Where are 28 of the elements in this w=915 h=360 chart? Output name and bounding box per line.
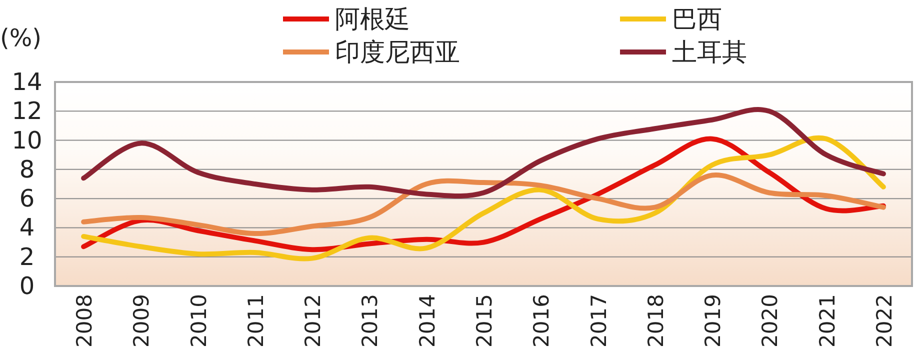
x-tick-label: 2011 (244, 294, 268, 348)
y-tick-label: 0 (19, 272, 35, 300)
x-tick-label: 2022 (872, 294, 896, 348)
y-tick-label: 14 (12, 68, 42, 96)
x-tick-label: 2016 (530, 294, 554, 348)
x-tick-label: 2015 (472, 294, 496, 348)
x-tick-label: 2013 (358, 294, 382, 348)
x-tick-label: 2017 (586, 294, 611, 348)
x-tick-label: 2021 (815, 294, 840, 348)
x-tick-label: 2014 (415, 294, 440, 348)
x-tick-label: 2018 (644, 294, 668, 348)
legend-label: 阿根廷 (335, 4, 410, 34)
y-axis-title: (%) (0, 24, 42, 52)
legend-label: 土耳其 (672, 38, 747, 66)
y-tick-label: 4 (19, 214, 35, 242)
legend-label: 印度尼西亚 (335, 38, 460, 66)
x-tick-label: 2009 (130, 294, 154, 348)
x-tick-label: 2008 (72, 294, 97, 348)
y-tick-label: 8 (19, 155, 35, 184)
y-tick-label: 12 (12, 97, 42, 126)
y-tick-label: 6 (19, 184, 35, 213)
x-tick-label: 2010 (186, 294, 211, 348)
x-tick-label: 2020 (758, 294, 782, 348)
x-tick-label: 2019 (701, 294, 726, 348)
legend-label: 巴西 (672, 4, 722, 34)
y-tick-label: 10 (12, 126, 42, 154)
x-tick-label: 2012 (301, 294, 326, 348)
y-tick-label: 2 (19, 242, 35, 271)
